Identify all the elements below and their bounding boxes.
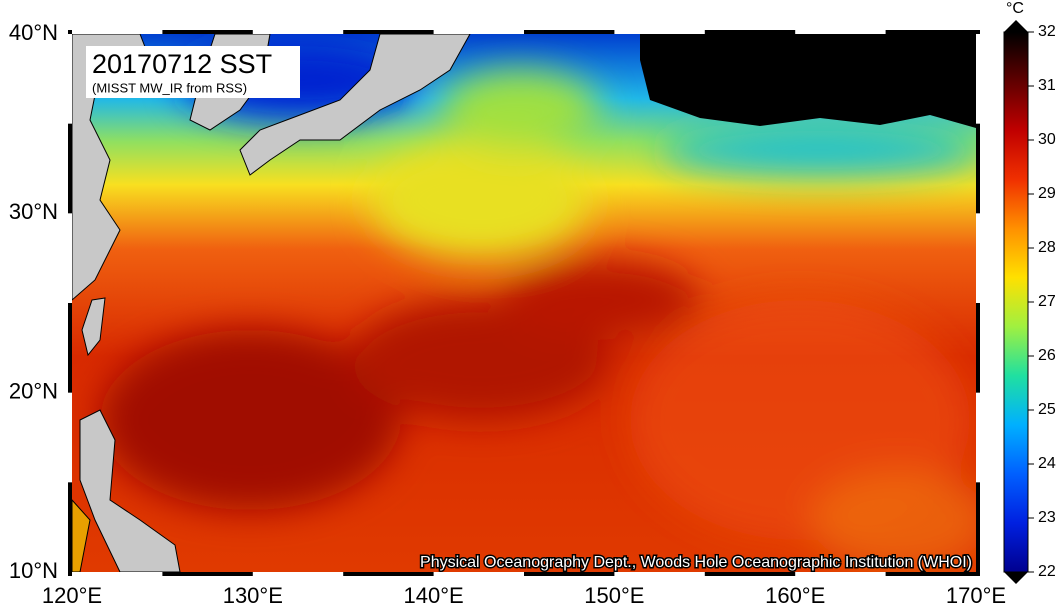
colorbar-tick-label: 32 xyxy=(1038,23,1056,40)
lat-label: 30°N xyxy=(9,199,58,224)
lon-label: 170°E xyxy=(946,583,1006,608)
colorbar-tick-label: 28 xyxy=(1038,239,1056,256)
colorbar-tick-label: 31 xyxy=(1038,77,1056,94)
colorbar xyxy=(1003,31,1029,573)
colorbar-tick-label: 22 xyxy=(1038,563,1056,580)
frame-segment xyxy=(614,572,705,576)
frame-segment xyxy=(433,30,524,34)
frame-segment xyxy=(252,572,344,576)
frame-segment xyxy=(976,213,980,303)
frame-segment xyxy=(976,34,980,124)
lon-label: 140°E xyxy=(404,583,464,608)
colorbar-bottom-arrow xyxy=(1004,572,1028,584)
frame-segment xyxy=(433,572,524,576)
lat-label: 20°N xyxy=(9,378,58,403)
lon-label: 160°E xyxy=(765,583,825,608)
colorbar-unit: °C xyxy=(1006,0,1024,17)
frame-segment xyxy=(795,572,886,576)
frame-segment xyxy=(72,30,163,34)
frame-segment xyxy=(614,30,705,34)
colorbar-tick-label: 23 xyxy=(1038,509,1056,526)
colorbar-tick-label: 26 xyxy=(1038,347,1056,364)
frame-segment xyxy=(68,34,72,124)
lat-label: 10°N xyxy=(9,558,58,583)
map-title: 20170712 SST xyxy=(92,49,272,79)
map-subtitle: (MISST MW_IR from RSS) xyxy=(92,80,247,95)
lon-label: 150°E xyxy=(584,583,644,608)
colorbar-tick-label: 29 xyxy=(1038,185,1056,202)
lon-label: 130°E xyxy=(223,583,283,608)
frame-segment xyxy=(68,392,72,483)
sst-field xyxy=(72,34,976,572)
title-box xyxy=(86,46,300,98)
colorbar-top-arrow xyxy=(1004,20,1028,32)
frame-segment xyxy=(795,30,886,34)
frame-segment xyxy=(252,30,344,34)
frame-segment xyxy=(72,572,163,576)
colorbar-tick-label: 24 xyxy=(1038,455,1056,472)
frame-segment xyxy=(976,392,980,483)
credit: Physical Oceanography Dept., Woods Hole … xyxy=(420,554,972,571)
colorbar-tick-label: 25 xyxy=(1038,401,1056,418)
frame-segment xyxy=(68,213,72,303)
lon-label: 120°E xyxy=(42,583,102,608)
colorbar-tick-label: 27 xyxy=(1038,293,1056,310)
lat-label: 40°N xyxy=(9,20,58,45)
colorbar-tick-label: 30 xyxy=(1038,131,1056,148)
